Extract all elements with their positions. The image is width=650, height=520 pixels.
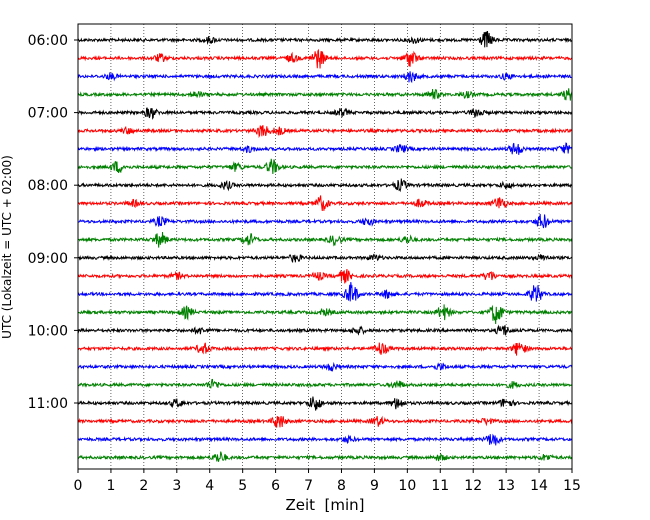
trace-row-0 [77,30,573,48]
trace-row-4 [77,107,573,120]
y-tick-label: 08:00 [28,178,68,194]
x-tick-label: 2 [139,478,148,494]
trace-row-11 [77,231,573,248]
trace-row-15 [77,304,573,325]
x-tick-label: 11 [431,478,449,494]
x-tick-label: 14 [530,478,548,494]
plot-frame [77,23,573,470]
x-tick-label: 6 [271,478,280,494]
x-tick-label: 5 [238,478,247,494]
x-tick-label: 7 [304,478,313,494]
trace-row-5 [77,125,573,139]
trace-row-12 [77,253,573,264]
trace-row-3 [77,88,573,101]
x-tick-label: 4 [205,478,214,494]
trace-row-6 [77,142,573,155]
trace-row-20 [77,396,573,411]
x-tick-label: 9 [370,478,379,494]
y-axis-ticks: 06:00 07:00 08:00 09:00 10:00 11:00 [28,33,78,412]
trace-row-2 [77,71,573,84]
x-axis-label: Zeit [min] [285,496,364,514]
trace-row-23 [77,451,573,462]
x-tick-label: 15 [563,478,581,494]
trace-row-22 [77,433,573,446]
x-tick-label: 1 [106,478,115,494]
trace-row-9 [77,195,573,212]
x-axis-ticks: 0 1 2 3 4 5 6 7 8 9 10 11 12 13 14 15 [74,469,581,494]
trace-row-7 [77,158,573,174]
trace-rows [77,30,573,462]
trace-row-21 [77,415,573,428]
x-tick-label: 13 [497,478,515,494]
x-tick-label: 12 [464,478,482,494]
trace-row-19 [77,378,573,389]
trace-row-8 [77,178,573,193]
y-tick-label: 10:00 [28,323,68,339]
y-tick-label: 06:00 [28,33,68,49]
trace-row-16 [77,324,573,336]
trace-row-1 [77,48,573,69]
y-tick-label: 09:00 [28,251,68,267]
trace-row-13 [77,268,573,284]
x-tick-label: 8 [337,478,346,494]
x-grid-lines [110,24,540,469]
trace-row-10 [77,213,573,229]
x-tick-label: 10 [398,478,416,494]
trace-row-14 [77,282,573,302]
x-tick-label: 0 [74,478,83,494]
trace-row-17 [77,342,573,356]
y-axis-label: UTC (Lokalzeit = UTC + 02:00) [0,155,14,339]
y-tick-label: 07:00 [28,106,68,122]
trace-row-18 [77,361,573,372]
y-tick-label: 11:00 [28,396,68,412]
x-tick-label: 3 [172,478,181,494]
